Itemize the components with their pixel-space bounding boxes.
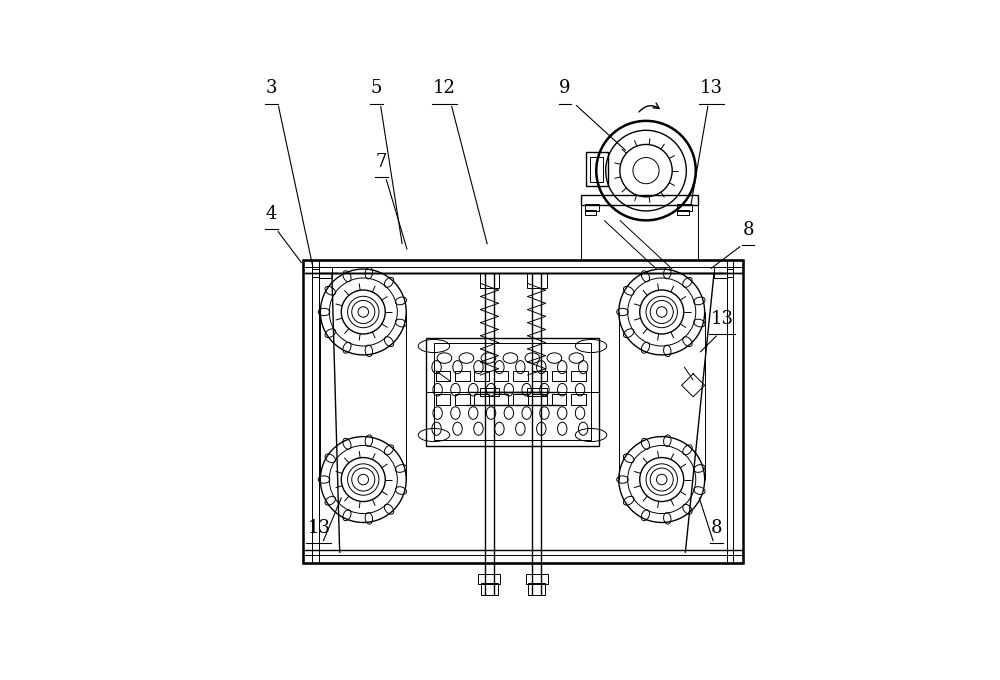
Bar [303,260,743,563]
Bar [494,394,508,405]
Bar [474,394,489,405]
Text: 8: 8 [711,519,722,537]
Text: 13: 13 [700,80,723,97]
Bar [436,371,450,381]
Bar [513,394,528,405]
Bar [526,574,548,584]
Bar [586,152,608,186]
Bar [303,550,743,563]
Text: 13: 13 [307,519,330,537]
Bar [727,269,733,277]
Bar [527,388,547,396]
Bar [677,210,689,215]
Bar [585,210,596,215]
Bar [552,371,566,381]
Bar [513,371,528,381]
Bar [527,273,547,288]
Text: 7: 7 [376,152,387,171]
Bar [474,371,489,381]
Bar [434,343,591,440]
Text: 12: 12 [433,80,456,97]
Bar [303,260,743,273]
Bar [581,195,698,205]
Bar [455,371,470,381]
Bar [552,394,566,405]
Bar [532,371,547,381]
Text: 8: 8 [742,221,754,239]
Bar [480,273,499,288]
Bar [436,394,450,405]
Text: 4: 4 [266,205,277,223]
Bar [590,157,603,182]
Bar [532,394,547,405]
Bar [571,371,586,381]
Bar [677,203,692,211]
Bar [319,267,332,278]
Bar [528,583,545,595]
Text: 3: 3 [266,80,277,97]
Bar [585,203,599,211]
Bar [714,267,727,278]
Bar [481,583,498,595]
Bar [426,338,599,445]
Bar [312,269,319,277]
Bar [455,394,470,405]
Bar [494,371,508,381]
Text: 9: 9 [559,80,571,97]
Bar [478,574,500,584]
Text: 5: 5 [371,80,382,97]
Bar [480,388,499,396]
Bar [571,394,586,405]
Text: 13: 13 [710,309,733,328]
Bar [436,371,450,381]
